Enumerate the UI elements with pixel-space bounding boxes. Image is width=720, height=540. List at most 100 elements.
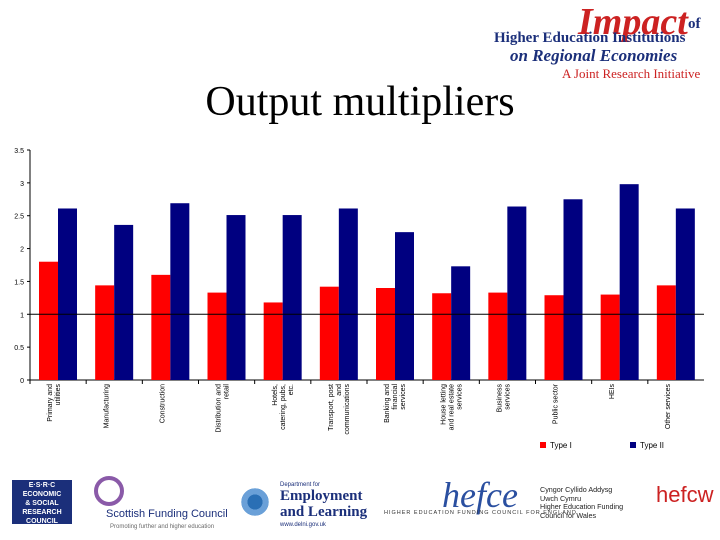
- esrc-logo: E·S·R·C ECONOMIC & SOCIAL RESEARCH COUNC…: [12, 480, 72, 525]
- x-category-label: Banking andfinancialservices: [384, 384, 407, 423]
- page-title: Output multipliers: [205, 79, 515, 125]
- del-dept: Department for: [280, 482, 321, 488]
- logo-line-1: Higher Education Institutions: [494, 30, 686, 46]
- bar-type-i: [376, 288, 395, 380]
- bar-type-i: [207, 292, 227, 380]
- hefcw-wordmark: hefcw: [656, 482, 714, 507]
- bar-type-i: [95, 285, 115, 380]
- del-url: www.delni.gov.uk: [280, 522, 326, 528]
- legend-swatch-type-i: [540, 442, 546, 448]
- x-category-label-line: services: [456, 384, 463, 410]
- logo-impact-text: Impact: [578, 1, 688, 43]
- hefce-wordmark: hefce: [442, 475, 518, 515]
- y-tick-label: 2.5: [14, 214, 24, 221]
- bar-type-ii: [226, 215, 246, 380]
- hefcw-line: Council for Wales: [540, 510, 597, 520]
- x-category-label-line: HEIs: [609, 384, 616, 400]
- x-category-label: Primary andutilities: [47, 384, 62, 422]
- y-tick-label: 1: [20, 312, 24, 319]
- bar-type-ii: [338, 208, 358, 380]
- bar-type-ii: [170, 203, 190, 380]
- bar-type-ii: [675, 208, 695, 380]
- bar-type-ii: [114, 224, 134, 380]
- x-category-label-line: Hotels,: [272, 384, 279, 406]
- x-category-label-line: catering, pubs,: [280, 384, 287, 430]
- bar-type-ii: [282, 215, 302, 380]
- sfc-name: Scottish Funding Council: [106, 508, 228, 520]
- hefce-logo: hefce HIGHER EDUCATION FUNDING COUNCIL F…: [384, 475, 576, 530]
- x-category-label-line: House letting: [440, 384, 447, 425]
- x-category-label: Manufacturing: [103, 384, 110, 428]
- x-category-label: Public sector: [553, 383, 560, 424]
- footer-logos: E·S·R·C ECONOMIC & SOCIAL RESEARCH COUNC…: [0, 468, 720, 540]
- x-category-label-line: services: [400, 384, 407, 410]
- esrc-line: RESEARCH: [22, 509, 62, 516]
- x-category-label-line: etc.: [288, 384, 295, 395]
- x-category-label-line: utilities: [55, 384, 62, 406]
- y-tick-label: 2: [20, 247, 24, 254]
- x-category-label: Hotels,catering, pubs,etc.: [272, 384, 295, 430]
- y-tick-label: 3: [20, 181, 24, 188]
- del-name-line: Employment: [280, 488, 363, 504]
- bar-type-i: [319, 286, 339, 380]
- hefcw-text-block: Cyngor Cyllido Addysg Uwch Cymru Higher …: [540, 485, 656, 530]
- bar-chart: 0 0.5 1 1.5 2 2.5 3 3.5 Primary andutilities Manu…: [14, 148, 704, 450]
- y-tick-label: 0: [20, 378, 24, 385]
- x-category-label-line: communications: [344, 384, 351, 435]
- x-category-label: House lettingand real estateservices: [440, 384, 463, 431]
- x-category-label-line: retail: [224, 384, 231, 400]
- x-category-label: Other services: [665, 384, 672, 430]
- esrc-line: COUNCIL: [26, 518, 58, 525]
- bar-type-i: [432, 293, 452, 380]
- legend-label-type-ii: Type II: [640, 441, 664, 450]
- legend-swatch-type-ii: [630, 442, 636, 448]
- x-category-label: Businessservices: [496, 384, 511, 413]
- x-category-label-line: Manufacturing: [103, 384, 110, 428]
- x-category-label-line: and: [336, 384, 343, 396]
- bar-type-i: [656, 285, 676, 380]
- sfc-ring-icon: [94, 476, 124, 506]
- del-name-line: and Learning: [280, 504, 368, 520]
- x-category-label-line: financial: [392, 384, 399, 410]
- del-emblem-icon: [238, 484, 272, 520]
- x-category-label-line: Other services: [665, 384, 672, 430]
- impact-logo: Impact of Higher Education Institutions …: [492, 1, 716, 82]
- x-category-label-line: Business: [496, 384, 503, 413]
- del-name: Employment and Learning: [280, 488, 367, 520]
- bar-type-i: [544, 295, 564, 380]
- bar-type-i: [263, 302, 283, 380]
- x-category-label-line: and real estate: [448, 384, 455, 430]
- y-tick-label: 1.5: [14, 279, 24, 286]
- bar-type-i: [488, 292, 508, 380]
- bar-type-ii: [395, 232, 414, 380]
- bar-type-ii: [451, 266, 471, 380]
- logo-line-3: A Joint Research Initiative: [562, 66, 701, 81]
- x-category-label: HEIs: [609, 384, 616, 400]
- x-category-label-line: Primary and: [47, 384, 54, 422]
- x-category-label-line: Public sector: [553, 383, 560, 424]
- bar-type-i: [39, 261, 58, 380]
- bar-type-ii: [58, 208, 77, 380]
- x-category-label: Distribution andretail: [216, 384, 231, 433]
- x-category-label-line: Banking and: [384, 384, 391, 423]
- hefcw-line: Higher Education Funding: [540, 502, 624, 511]
- logo-line-2: on Regional Economies: [510, 46, 678, 65]
- legend-label-type-i: Type I: [550, 441, 572, 450]
- esrc-line: & SOCIAL: [25, 500, 59, 507]
- bar-type-ii: [507, 206, 527, 380]
- y-tick-label: 0.5: [14, 345, 24, 352]
- logo-of-text: of: [688, 16, 701, 32]
- bar-type-ii: [563, 199, 583, 380]
- x-category-label-line: Construction: [159, 384, 166, 423]
- x-category-label-line: Distribution and: [216, 384, 223, 433]
- sfc-logo: Scottish Funding Council Promoting furth…: [88, 474, 228, 530]
- y-tick-label: 3.5: [14, 148, 24, 155]
- x-category-label-line: services: [504, 384, 511, 410]
- bar-type-i: [151, 274, 171, 380]
- x-category-label-line: Transport, post: [328, 384, 335, 431]
- esrc-line: ECONOMIC: [22, 491, 62, 498]
- bar-type-ii: [619, 184, 639, 380]
- hefce-subtitle: HIGHER EDUCATION FUNDING COUNCIL FOR ENG…: [384, 510, 577, 516]
- esrc-line: E·S·R·C: [28, 482, 56, 489]
- x-category-label: Transport, postandcommunications: [328, 384, 351, 435]
